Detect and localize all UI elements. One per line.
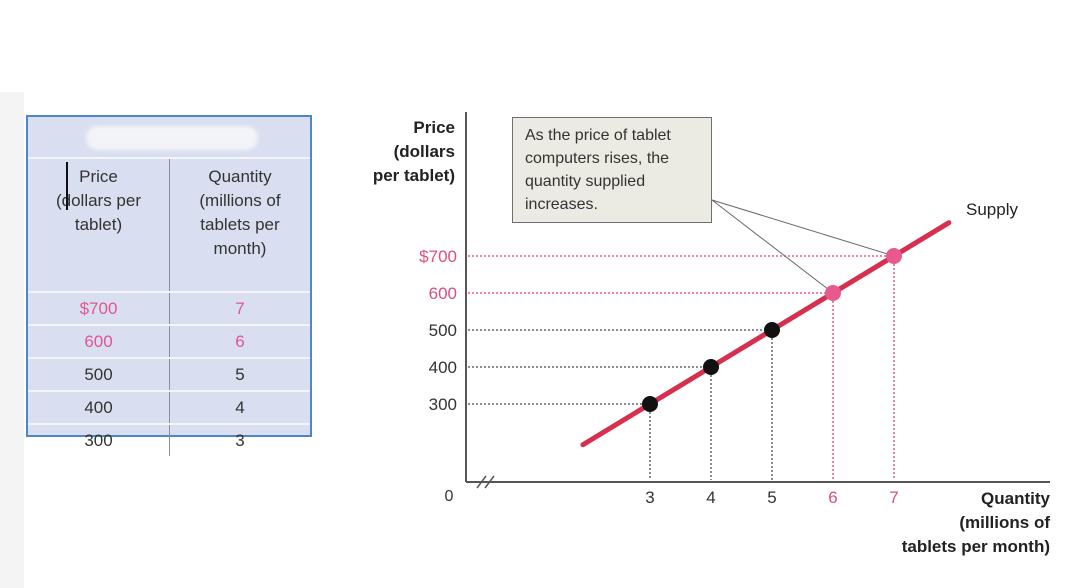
price-cell: 500 [28, 357, 170, 391]
axis-break-mark [484, 475, 495, 489]
data-point [764, 322, 780, 338]
left-margin-strip [0, 92, 24, 588]
axes [465, 112, 1050, 489]
quantity-cell: 7 [169, 291, 310, 325]
x-tick-label: 5 [767, 488, 776, 507]
dotted-guides [468, 255, 895, 480]
quantity-cell: 6 [169, 324, 310, 358]
x-tick-label: 6 [828, 488, 837, 507]
price-cell: 400 [28, 390, 170, 424]
y-tick-label: $700 [419, 247, 457, 266]
x-tick-labels: 3 4 5 6 7 [645, 488, 898, 507]
x-tick-label: 3 [645, 488, 654, 507]
redacted-title [86, 126, 258, 150]
data-point [825, 285, 841, 301]
y-axis-title: Price (dollars per tablet) [373, 118, 455, 185]
quantity-cell: 5 [169, 357, 310, 391]
y-tick-label: 600 [429, 284, 457, 303]
quantity-cell: 3 [169, 423, 310, 456]
table-header-row: Price (dollars per tablet) Quantity (mil… [28, 157, 310, 292]
y-tick-label: 500 [429, 321, 457, 340]
price-column-header: Price (dollars per tablet) [28, 157, 170, 292]
text-cursor-icon [66, 162, 68, 210]
supply-label: Supply [966, 200, 1018, 219]
table-row: 300 3 [28, 423, 310, 456]
table-row: 600 6 [28, 324, 310, 358]
data-point [642, 396, 658, 412]
price-cell: 600 [28, 324, 170, 358]
origin-label: 0 [445, 488, 454, 505]
annotation-box: As the price of tablet computers rises, … [512, 117, 712, 223]
x-tick-label: 4 [706, 488, 715, 507]
price-cell: $700 [28, 291, 170, 325]
data-point [886, 248, 902, 264]
annotation-pointer [711, 199, 834, 294]
quantity-column-header: Quantity (millions of tablets per month) [169, 157, 310, 292]
data-point [703, 359, 719, 375]
price-cell: 300 [28, 423, 170, 456]
annotation-pointers [711, 199, 895, 294]
x-tick-label: 7 [889, 488, 898, 507]
y-tick-label: 300 [429, 395, 457, 414]
quantity-cell: 4 [169, 390, 310, 424]
table-row: 500 5 [28, 357, 310, 391]
data-points [642, 248, 902, 412]
schedule-grid: Price (dollars per tablet) Quantity (mil… [28, 157, 310, 456]
supply-schedule-table: Price (dollars per tablet) Quantity (mil… [26, 115, 312, 456]
y-tick-label: 400 [429, 358, 457, 377]
table-row: 400 4 [28, 390, 310, 424]
y-tick-labels: $700 600 500 400 300 [419, 247, 457, 414]
x-axis-title: Quantity (millions of tablets per month) [902, 489, 1051, 556]
annotation-pointer [711, 199, 895, 257]
axis-break-mark [476, 475, 487, 489]
table-row: $700 7 [28, 291, 310, 325]
